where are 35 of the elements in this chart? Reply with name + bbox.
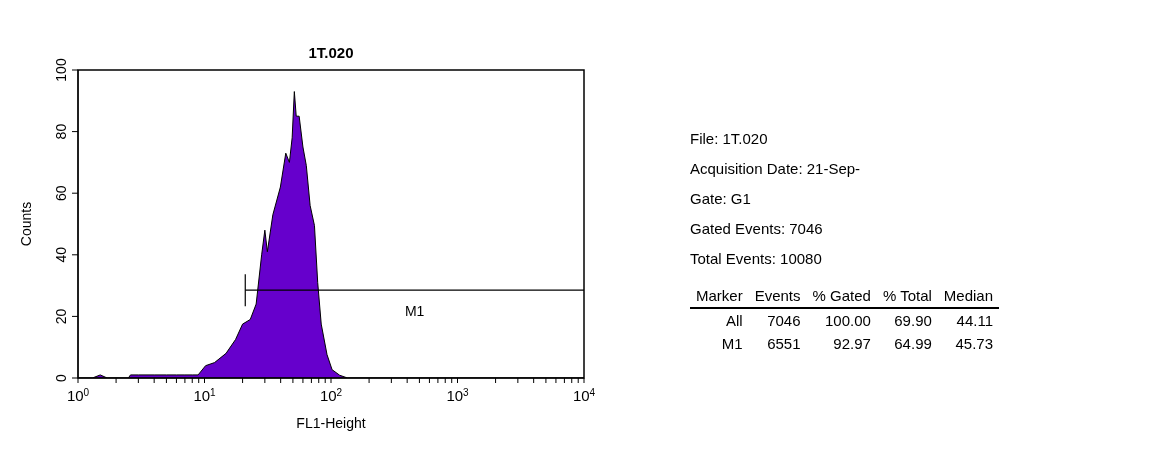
- x-tick-label: 10$^{0}$: [66, 386, 90, 404]
- y-tick-label: 80: [53, 123, 69, 140]
- text: Gated Events: 7046: [690, 219, 824, 239]
- y-tick-label: 100: [53, 58, 69, 82]
- series-label: M1: [404, 303, 425, 320]
- y-tick-label: 20: [53, 308, 69, 325]
- x-tick-label: 10$^{4}$: [572, 386, 596, 404]
- text: Gate: G1: [690, 189, 752, 209]
- text: 6551: [766, 334, 802, 354]
- y-tick-label: 0: [53, 373, 69, 382]
- text: % Total: [881, 286, 933, 306]
- x-tick-label: 10$^{3}$: [446, 386, 470, 404]
- text: Total Events: 10080: [690, 249, 823, 269]
- y-tick-label: 40: [53, 246, 69, 263]
- text: M1: [720, 334, 744, 354]
- text: 92.97: [832, 334, 872, 354]
- text: 100.00: [824, 311, 872, 331]
- text: All: [725, 311, 744, 331]
- text: Marker: [695, 286, 744, 306]
- y-axis-title: Counts: [17, 201, 34, 247]
- text: Events: [753, 286, 802, 306]
- text: 7046: [766, 311, 802, 331]
- y-tick-label: 60: [53, 185, 69, 201]
- text: Median: [942, 286, 995, 306]
- text: 69.90: [893, 311, 933, 331]
- text: % Gated: [811, 286, 872, 306]
- chart-title: 1T.020: [307, 44, 355, 61]
- text: 64.99: [893, 334, 933, 354]
- x-tick-label: 10$^{2}$: [319, 386, 343, 404]
- text: File: 1T.020: [690, 129, 769, 149]
- text: 44.11: [955, 311, 995, 331]
- text: Acquisition Date: 21-Sep-: [690, 159, 862, 179]
- x-tick-label: 10$^{1}$: [193, 386, 217, 404]
- x-axis-title: FL1-Height: [296, 415, 366, 431]
- text: 45.73: [954, 334, 995, 354]
